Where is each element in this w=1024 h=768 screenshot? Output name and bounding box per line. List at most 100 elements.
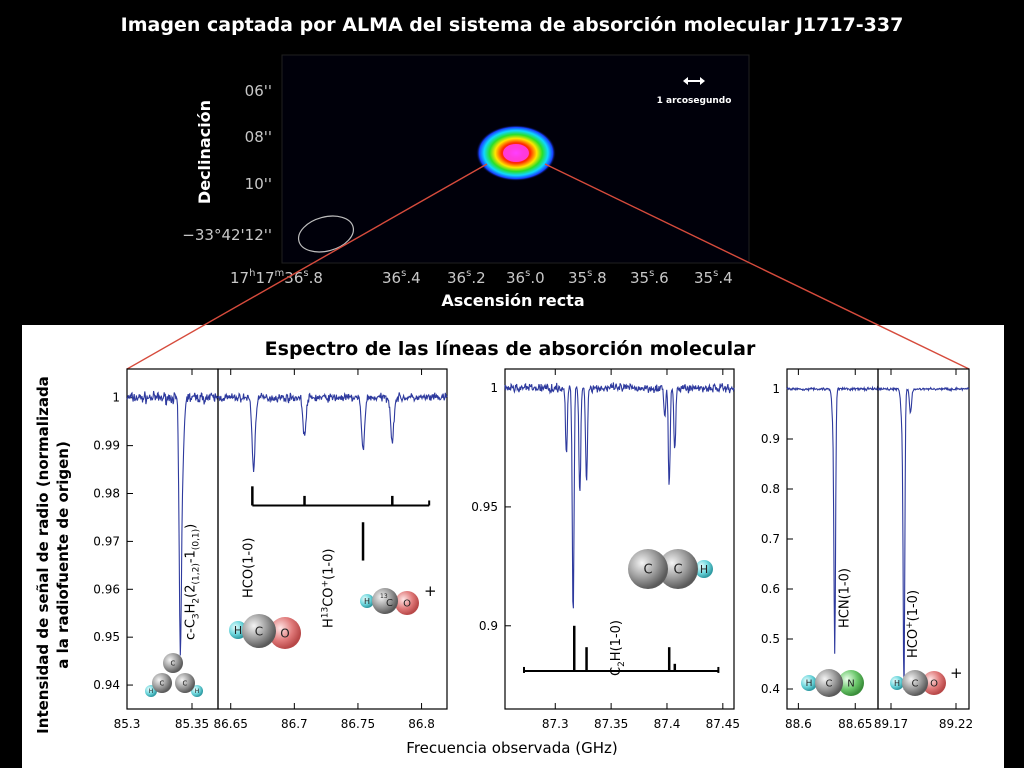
spectrum-title: Espectro de las líneas de absorción mole… <box>264 338 756 360</box>
alma-image-panel: 1 arcosegundo 06'' 08'' 10'' −33°42'12''… <box>182 54 750 310</box>
line-label-c2h: C2H(1-0) <box>609 620 627 676</box>
spectrum-trace <box>217 392 448 473</box>
atom-label: C <box>386 598 393 609</box>
ra-tick: 35s.4 <box>694 268 733 287</box>
molecule-c2h-icon: HCC <box>628 549 713 589</box>
atom-label: H <box>234 624 242 637</box>
spectrum-ylabel-line1: Intensidad de señal de radio (normalizad… <box>34 376 52 734</box>
y-tick-label: 0.99 <box>93 439 120 453</box>
y-tick-label: 1 <box>772 382 780 396</box>
line-label-c3h2: c-C3H2(2(1,2)-1(0,1)) <box>184 524 202 640</box>
ra-tick: 36s.4 <box>382 268 421 287</box>
molecule-hcop-icon: H OC + <box>890 664 963 696</box>
atom-label: H <box>700 563 708 576</box>
x-tick-label: 85.35 <box>175 717 209 731</box>
atom-label: O <box>930 679 938 690</box>
x-tick-label: 89.22 <box>939 717 973 731</box>
connector-line-right <box>544 163 970 370</box>
atom-label: C <box>171 660 176 668</box>
atom-label: O <box>280 626 289 640</box>
spectrum-xlabel: Frecuencia observada (GHz) <box>406 739 617 757</box>
line-label-hcop: HCO+(1-0) <box>905 590 921 658</box>
atom <box>902 670 928 696</box>
y-tick-label: 0.6 <box>761 582 780 596</box>
atom <box>695 560 713 578</box>
spectrum-plot-1: 85.3 85.35 1 0.99 0.98 0.97 0.96 0.95 0.94 c-C3H2… <box>93 368 219 731</box>
y-tick-label: 0.9 <box>479 619 498 633</box>
atom-label: C <box>912 679 919 690</box>
y-tick-label: 0.7 <box>761 532 780 546</box>
molecule-hco-icon: H OC <box>229 614 301 649</box>
y-tick-label: 1 <box>490 381 498 395</box>
y-tick-label: 0.8 <box>761 482 780 496</box>
y-tick-label: 1 <box>112 391 120 405</box>
x-tick-label: 86.7 <box>281 717 308 731</box>
line-label-h13co: H13CO+(1-0) <box>321 549 337 628</box>
x-tick-label: 88.65 <box>838 717 872 731</box>
atom-label: C <box>643 563 652 578</box>
molecule-h13co-icon: O H 13C + <box>360 582 437 615</box>
ra-tick: 17h17m36s.8 <box>230 268 323 287</box>
line-label-hcn: HCN(1-0) <box>837 568 852 628</box>
x-tick-label: 85.3 <box>114 717 141 731</box>
line-label-hco: HCO(1-0) <box>241 538 256 598</box>
y-tick-label: 0.96 <box>93 582 120 596</box>
dec-tick: 06'' <box>245 82 272 100</box>
spectrum-plot-2: 86.65 86.7 86.75 86.8 HCO(1-0) H13CO+(1-0) <box>214 368 448 731</box>
spectrum-plot-5: 89.17 89.22 HCO+(1-0) <box>874 368 973 731</box>
x-tick-label: 88.6 <box>785 717 812 731</box>
plot-frame <box>504 368 735 710</box>
x-tick-label: 87.4 <box>654 717 681 731</box>
atom <box>628 549 668 589</box>
x-tick-label: 87.3 <box>542 717 569 731</box>
atom <box>242 614 276 648</box>
y-tick-label: 0.97 <box>93 534 120 548</box>
atom <box>395 591 419 615</box>
atom-label: C <box>673 563 682 578</box>
atom <box>163 653 183 673</box>
atom-label: C <box>183 680 188 688</box>
plot-frame <box>877 368 970 710</box>
y-tick-label: 0.4 <box>761 682 780 696</box>
dec-tick: 08'' <box>245 128 272 146</box>
spectrum-ylabel-line2: a la radiofuente de origen) <box>54 441 72 669</box>
molecule-hcn-icon: H NC <box>801 669 864 697</box>
connector-line-left <box>126 163 488 370</box>
spectrum-panel <box>22 325 1004 768</box>
spectrum-trace <box>786 385 879 654</box>
ra-axis-label: Ascensión recta <box>441 291 584 310</box>
atom-label: C <box>160 680 165 688</box>
atom <box>890 676 904 690</box>
x-tick-label: 87.35 <box>594 717 628 731</box>
atom-label: H <box>149 688 154 695</box>
scale-bar: 1 arcosegundo <box>657 77 731 106</box>
page-title: Imagen captada por ALMA del sistema de a… <box>120 14 904 36</box>
y-tick-label: 0.9 <box>761 432 780 446</box>
spectrum-trace <box>126 390 219 656</box>
ra-tick: 36s.0 <box>506 268 545 287</box>
spectrum-plot-4: 88.6 88.65 1 0.9 0.8 0.7 0.6 0.5 0.4 HCN(1-0) <box>761 368 879 731</box>
atom-label: C <box>255 624 263 638</box>
dec-tick: 10'' <box>245 175 272 193</box>
x-tick-label: 86.8 <box>408 717 435 731</box>
ra-tick: 35s.8 <box>568 268 607 287</box>
atom <box>815 669 843 697</box>
atom-label: H <box>806 679 813 689</box>
y-tick-label: 0.98 <box>93 487 120 501</box>
atom <box>658 549 698 589</box>
spectrum-trace <box>877 386 970 690</box>
molecule-c3h2-icon: H HCC C <box>145 653 203 697</box>
atom <box>191 685 203 697</box>
atom-label: H <box>364 597 370 606</box>
x-tick-label: 87.45 <box>706 717 740 731</box>
y-tick-label: 0.94 <box>93 678 120 692</box>
y-tick-label: 0.5 <box>761 632 780 646</box>
atom <box>922 671 946 695</box>
atom-label: C <box>826 679 833 690</box>
dec-tick: −33°42'12'' <box>182 226 272 244</box>
spectrum-trace <box>504 382 735 609</box>
ra-tick: 35s.6 <box>630 268 669 287</box>
charge-label: + <box>424 582 437 600</box>
atom <box>801 675 817 691</box>
